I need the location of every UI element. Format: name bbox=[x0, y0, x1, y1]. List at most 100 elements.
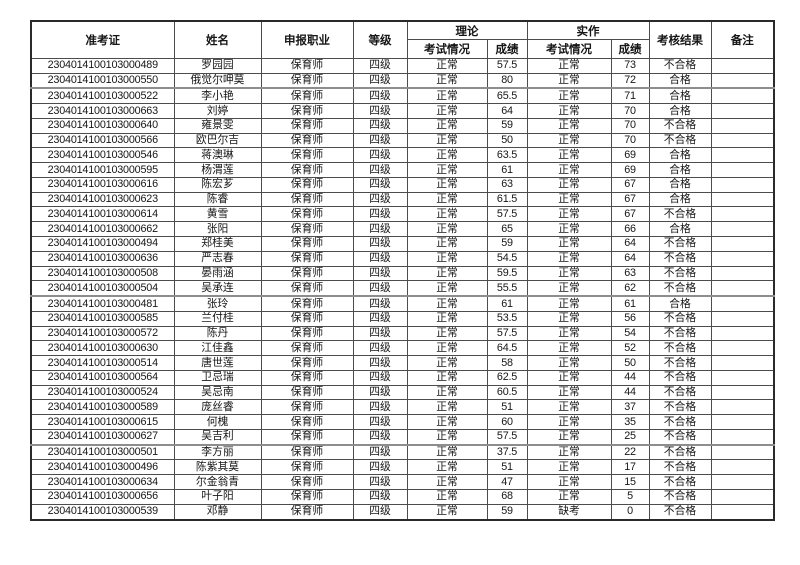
cell-level: 四级 bbox=[352, 459, 408, 476]
cell-result: 不合格 bbox=[648, 414, 712, 430]
cell-admission-number: 2304014100103000524 bbox=[30, 384, 175, 401]
cell-result: 不合格 bbox=[648, 235, 712, 252]
cell-remark bbox=[710, 474, 775, 490]
cell-remark bbox=[710, 340, 775, 357]
table-row: 2304014100103000623 陈睿 保育师 四级 正常 61.5 正常 67 合格 bbox=[30, 191, 775, 208]
cell-name: 吴忌南 bbox=[173, 384, 262, 401]
cell-theory-score: 60 bbox=[486, 414, 528, 430]
cell-theory-score: 58 bbox=[486, 355, 528, 371]
cell-level: 四级 bbox=[352, 191, 408, 208]
cell-level: 四级 bbox=[352, 340, 408, 357]
cell-admission-number: 2304014100103000589 bbox=[30, 399, 175, 416]
cell-practical-score: 67 bbox=[610, 206, 650, 223]
cell-practical-score: 70 bbox=[610, 103, 650, 119]
cell-remark bbox=[710, 87, 775, 105]
cell-practical-score: 67 bbox=[610, 176, 650, 193]
cell-level: 四级 bbox=[352, 162, 408, 178]
cell-name: 郑桂美 bbox=[173, 235, 262, 252]
cell-practical-status: 正常 bbox=[526, 191, 612, 208]
cell-practical-status: 正常 bbox=[526, 459, 612, 476]
cell-theory-score: 61 bbox=[486, 162, 528, 178]
cell-practical-score: 71 bbox=[610, 87, 650, 105]
table-row: 2304014100103000508 晏雨涵 保育师 四级 正常 59.5 正常 63 不合格 bbox=[30, 265, 775, 282]
cell-admission-number: 2304014100103000656 bbox=[30, 488, 175, 505]
cell-practical-score: 70 bbox=[610, 117, 650, 134]
cell-name: 兰付桂 bbox=[173, 310, 262, 327]
table-row: 2304014100103000616 陈宏芗 保育师 四级 正常 63 正常 67 合格 bbox=[30, 176, 775, 193]
header-row-sub: 考试情况 成绩 考试情况 成绩 bbox=[31, 39, 774, 59]
cell-occupation: 保育师 bbox=[260, 399, 354, 416]
cell-theory-score: 59 bbox=[486, 117, 528, 134]
cell-practical-score: 44 bbox=[610, 369, 650, 386]
cell-practical-score: 67 bbox=[610, 191, 650, 208]
table-row: 2304014100103000595 杨渭莲 保育师 四级 正常 61 正常 69 合格 bbox=[30, 162, 775, 178]
cell-occupation: 保育师 bbox=[260, 295, 354, 312]
cell-name: 吴承连 bbox=[173, 280, 262, 297]
cell-result: 不合格 bbox=[648, 428, 712, 446]
cell-theory-score: 53.5 bbox=[486, 310, 528, 327]
cell-theory-score: 54.5 bbox=[486, 250, 528, 267]
cell-result: 不合格 bbox=[648, 488, 712, 505]
table-body: 2304014100103000489 罗园园 保育师 四级 正常 57.5 正常 73 不合格… bbox=[30, 57, 775, 521]
cell-occupation: 保育师 bbox=[260, 369, 354, 386]
cell-practical-score: 73 bbox=[610, 57, 650, 74]
header-theory-score: 成绩 bbox=[486, 39, 528, 59]
cell-theory-score: 59 bbox=[486, 235, 528, 252]
cell-admission-number: 2304014100103000564 bbox=[30, 369, 175, 386]
cell-theory-score: 57.5 bbox=[486, 57, 528, 74]
cell-level: 四级 bbox=[352, 503, 408, 521]
cell-theory-score: 61 bbox=[486, 295, 528, 312]
cell-name: 叶子阳 bbox=[173, 488, 262, 505]
cell-admission-number: 2304014100103000623 bbox=[30, 191, 175, 208]
cell-level: 四级 bbox=[352, 117, 408, 134]
cell-level: 四级 bbox=[352, 295, 408, 312]
cell-practical-status: 正常 bbox=[526, 474, 612, 490]
cell-occupation: 保育师 bbox=[260, 325, 354, 342]
table-row: 2304014100103000572 陈丹 保育师 四级 正常 57.5 正常 54 不合格 bbox=[30, 325, 775, 342]
cell-practical-score: 52 bbox=[610, 340, 650, 357]
table-row: 2304014100103000589 庞丝睿 保育师 四级 正常 51 正常 37 不合格 bbox=[30, 399, 775, 416]
header-practical-exam-status: 考试情况 bbox=[526, 39, 612, 59]
cell-result: 合格 bbox=[648, 176, 712, 193]
table-row: 2304014100103000585 兰付桂 保育师 四级 正常 53.5 正常 56 不合格 bbox=[30, 310, 775, 327]
cell-theory-score: 59 bbox=[486, 503, 528, 521]
cell-name: 陈睿 bbox=[173, 191, 262, 208]
cell-name: 陈丹 bbox=[173, 325, 262, 342]
cell-practical-score: 17 bbox=[610, 459, 650, 476]
cell-remark bbox=[710, 162, 775, 178]
cell-practical-score: 25 bbox=[610, 428, 650, 446]
cell-occupation: 保育师 bbox=[260, 103, 354, 119]
cell-level: 四级 bbox=[352, 57, 408, 74]
cell-remark bbox=[710, 235, 775, 252]
cell-admission-number: 2304014100103000546 bbox=[30, 147, 175, 164]
cell-level: 四级 bbox=[352, 443, 408, 461]
table-row: 2304014100103000634 尔金翁青 保育师 四级 正常 47 正常 15 不合格 bbox=[30, 474, 775, 490]
table-row: 2304014100103000656 叶子阳 保育师 四级 正常 68 正常 5 不合格 bbox=[30, 488, 775, 505]
cell-theory-status: 正常 bbox=[406, 265, 488, 282]
header-result: 考核结果 bbox=[648, 20, 712, 59]
cell-result: 不合格 bbox=[648, 340, 712, 357]
cell-name: 陈宏芗 bbox=[173, 176, 262, 193]
cell-theory-score: 57.5 bbox=[486, 206, 528, 223]
cell-occupation: 保育师 bbox=[260, 235, 354, 252]
cell-practical-status: 正常 bbox=[526, 265, 612, 282]
cell-occupation: 保育师 bbox=[260, 132, 354, 149]
cell-remark bbox=[710, 191, 775, 208]
header-practical-group: 实作 bbox=[526, 20, 650, 41]
cell-name: 唐世莲 bbox=[173, 355, 262, 371]
cell-remark bbox=[710, 384, 775, 401]
cell-remark bbox=[710, 176, 775, 193]
cell-theory-status: 正常 bbox=[406, 355, 488, 371]
cell-practical-status: 正常 bbox=[526, 57, 612, 74]
cell-name: 严志春 bbox=[173, 250, 262, 267]
cell-theory-status: 正常 bbox=[406, 162, 488, 178]
cell-theory-score: 55.5 bbox=[486, 280, 528, 297]
cell-result: 不合格 bbox=[648, 265, 712, 282]
cell-theory-score: 61.5 bbox=[486, 191, 528, 208]
cell-name: 晏雨涵 bbox=[173, 265, 262, 282]
cell-result: 合格 bbox=[648, 162, 712, 178]
cell-occupation: 保育师 bbox=[260, 72, 354, 89]
cell-practical-score: 54 bbox=[610, 325, 650, 342]
cell-theory-status: 正常 bbox=[406, 474, 488, 490]
cell-remark bbox=[710, 443, 775, 461]
